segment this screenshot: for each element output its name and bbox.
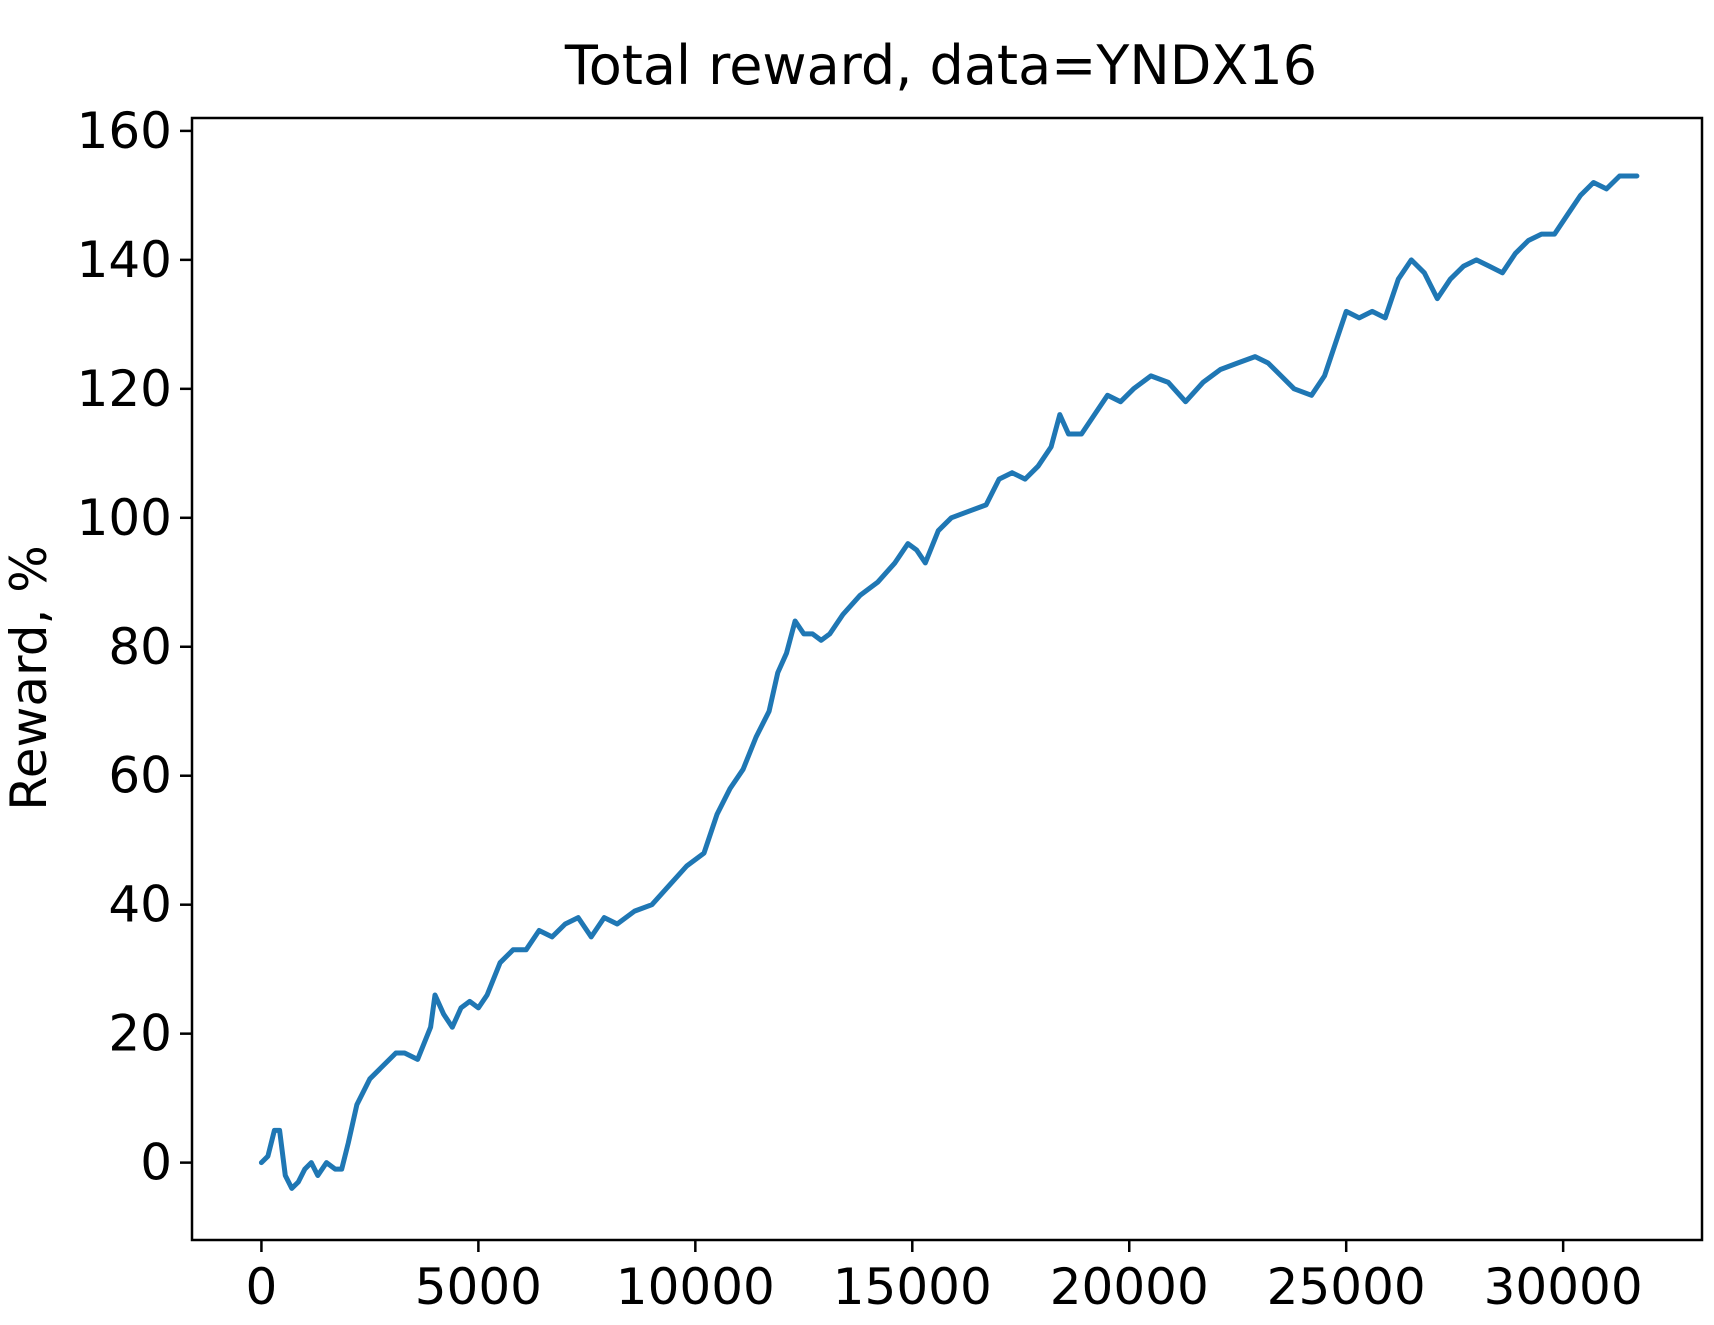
x-tick-label: 15000 [833,1258,992,1316]
plot-frame [190,116,1704,1242]
x-tick-label: 30000 [1484,1258,1643,1316]
y-tick-label: 40 [108,876,172,934]
y-tick-label: 80 [108,618,172,676]
x-tick-label: 0 [246,1258,278,1316]
x-tick-label: 25000 [1267,1258,1426,1316]
series-line-0 [258,173,1640,1191]
y-tick-label: 120 [77,360,172,418]
y-tick-label: 140 [77,231,172,289]
y-tick-label: 100 [77,489,172,547]
x-tick-label: 10000 [616,1258,775,1316]
x-tick-label: 20000 [1050,1258,1209,1316]
y-tick-label: 160 [77,102,172,160]
x-tick-label: 5000 [415,1258,542,1316]
chart-title: Total reward, data=YNDX16 [564,34,1317,97]
axis-ticks: 0 5000 10000 15000 20000 25000 30000 0 20 40 60 80 1… [77,102,1643,1316]
y-tick-label: 60 [108,747,172,805]
y-tick-label: 0 [140,1134,172,1192]
y-axis-label: Reward, % [0,545,58,811]
y-tick-label: 20 [108,1005,172,1063]
series-layer [258,173,1640,1191]
